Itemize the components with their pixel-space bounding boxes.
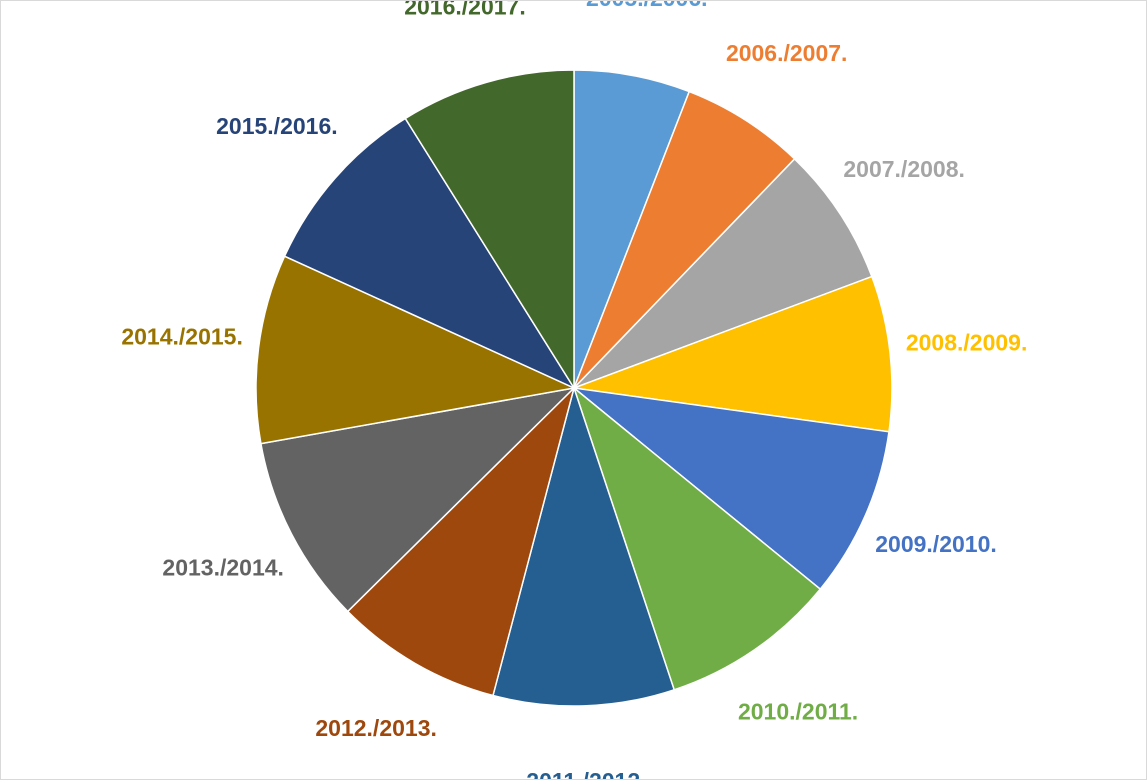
- pie-slice: [255, 255, 577, 445]
- slice-label: 2012./2013.: [315, 715, 437, 741]
- pie-slice: [573, 90, 796, 389]
- pie-slice: [283, 117, 576, 390]
- pie-slices: [255, 69, 893, 707]
- slice-label: 2016./2017.: [404, 1, 526, 19]
- pie-slice: [571, 386, 890, 591]
- pie-slice: [404, 69, 575, 391]
- slice-label: 2013./2014.: [162, 555, 284, 581]
- slice-label: 2005./2006.: [586, 1, 708, 11]
- pie-slice: [572, 385, 822, 691]
- slice-label: 2010./2011.: [738, 698, 858, 724]
- pie-labels: 2005./2006. 2006./2007. 2007./2008. 2008./2…: [121, 1, 1027, 779]
- slice-label: 2008./2009.: [906, 330, 1028, 356]
- pie-slice: [346, 385, 576, 697]
- slice-label: 2009./2010.: [875, 531, 997, 557]
- slice-label: 2006./2007.: [726, 40, 848, 66]
- pie-slice: [492, 385, 676, 707]
- slice-label: 2014./2015.: [121, 324, 243, 350]
- slice-label: 2011./2012.: [526, 768, 646, 779]
- pie-slice: [573, 157, 873, 389]
- slice-label: 2007./2008.: [843, 156, 965, 182]
- pie-slice: [260, 386, 577, 613]
- pie-slice: [573, 275, 893, 433]
- slice-label: 2015./2016.: [216, 113, 338, 139]
